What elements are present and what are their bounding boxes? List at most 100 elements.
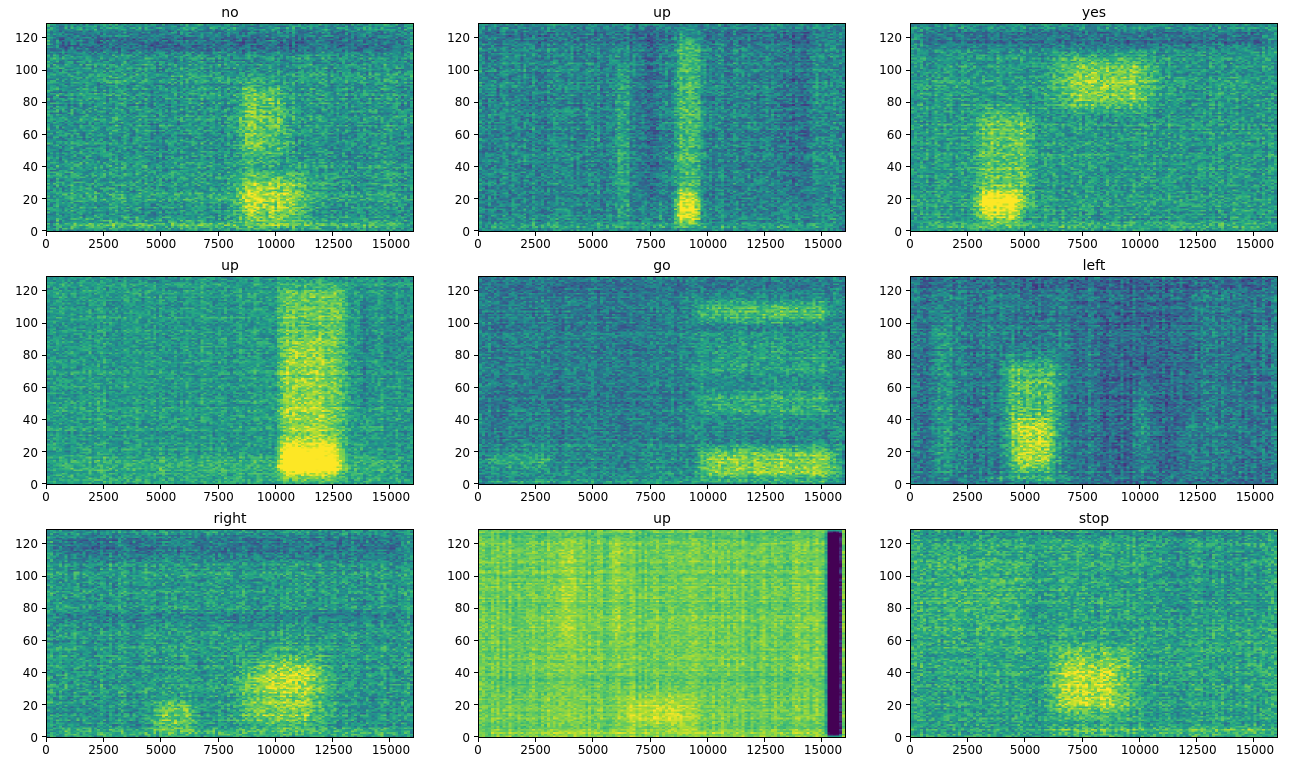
x-tick-label: 10000 [1120, 237, 1160, 251]
tick-mark [906, 671, 910, 673]
subplot-title: no [221, 5, 239, 21]
tick-mark [906, 736, 910, 737]
x-tick-label: 12500 [746, 237, 785, 251]
subplot: up 0 20 40 60 80 100 120 0 2500 5000 7500 10000 125… [0, 253, 432, 506]
tick-mark [331, 232, 333, 236]
tick-mark [217, 232, 219, 236]
y-tick-label: 20 [22, 192, 38, 207]
x-tick-label: 15000 [803, 490, 843, 504]
tick-mark [42, 290, 46, 292]
tick-mark [474, 69, 478, 71]
tick-mark [763, 738, 765, 742]
tick-mark [821, 232, 823, 236]
x-tick-label: 12500 [314, 743, 353, 757]
x-tick-label: 10000 [1120, 490, 1160, 504]
tick-mark [910, 232, 911, 236]
y-tick-label: 120 [15, 283, 38, 298]
tick-mark [160, 232, 162, 236]
x-axis: 0 2500 5000 7500 10000 12500 15000 [42, 485, 414, 506]
x-tick-label: 2500 [88, 743, 119, 757]
y-tick-label: 0 [30, 731, 38, 745]
x-tick-label: 2500 [952, 490, 983, 504]
y-tick-label: 100 [15, 568, 38, 583]
x-axis: 0 2500 5000 7500 10000 12500 15000 [906, 485, 1278, 506]
tick-mark [967, 232, 969, 236]
tick-mark [1138, 485, 1140, 489]
y-tick-label: 100 [15, 315, 38, 330]
y-tick-label: 80 [886, 601, 902, 616]
tick-mark [474, 230, 478, 231]
y-axis: 0 20 40 60 80 100 120 [864, 23, 910, 239]
tick-mark [706, 485, 708, 489]
x-tick-label: 10000 [256, 490, 296, 504]
tick-mark [42, 165, 46, 167]
x-tick-label: 5000 [1009, 743, 1041, 757]
x-axis: 0 2500 5000 7500 10000 12500 15000 [42, 232, 414, 253]
x-tick-label: 15000 [803, 743, 843, 757]
x-tick-label: 15000 [803, 237, 843, 251]
tick-mark [592, 738, 594, 742]
tick-mark [474, 450, 478, 452]
y-tick-label: 120 [447, 283, 470, 298]
subplot: up 0 20 40 60 80 100 120 0 2500 5000 7500 10000 125… [432, 0, 864, 253]
x-tick-label: 10000 [688, 490, 728, 504]
tick-mark [46, 485, 47, 489]
y-tick-label: 60 [886, 380, 902, 395]
tick-mark [906, 386, 910, 388]
y-tick-label: 0 [894, 225, 902, 239]
x-tick-label: 15000 [371, 237, 411, 251]
tick-mark [1253, 485, 1255, 489]
tick-mark [474, 703, 478, 705]
y-tick-label: 20 [886, 192, 902, 207]
x-tick-label: 7500 [203, 743, 234, 757]
tick-mark [1024, 232, 1026, 236]
y-tick-label: 0 [30, 225, 38, 239]
x-tick-label: 7500 [635, 743, 666, 757]
x-tick-label: 0 [906, 490, 914, 504]
tick-mark [649, 738, 651, 742]
y-tick-label: 60 [454, 380, 470, 395]
subplot: right 0 20 40 60 80 100 120 0 2500 5000 7500 10000… [0, 506, 432, 759]
tick-mark [906, 230, 910, 231]
spectrogram-canvas [911, 277, 1277, 484]
tick-mark [474, 418, 478, 420]
tick-mark [910, 738, 911, 742]
y-tick-label: 0 [462, 225, 470, 239]
subplot: stop 0 20 40 60 80 100 120 0 2500 5000 7500 10000 1… [864, 506, 1296, 759]
y-tick-label: 40 [454, 666, 470, 681]
subplot-title: up [221, 258, 239, 274]
y-tick-label: 100 [447, 315, 470, 330]
y-tick-label: 100 [879, 315, 902, 330]
y-tick-label: 20 [454, 192, 470, 207]
tick-mark [1081, 232, 1083, 236]
tick-mark [1024, 485, 1026, 489]
tick-mark [389, 738, 391, 742]
x-tick-label: 5000 [1009, 490, 1041, 504]
tick-mark [906, 197, 910, 199]
tick-mark [906, 418, 910, 420]
tick-mark [763, 232, 765, 236]
tick-mark [1253, 232, 1255, 236]
y-tick-label: 80 [886, 95, 902, 110]
tick-mark [331, 738, 333, 742]
y-tick-label: 40 [454, 160, 470, 175]
tick-mark [42, 483, 46, 484]
spectrogram-canvas [47, 24, 413, 231]
y-tick-label: 60 [22, 633, 38, 648]
x-tick-label: 12500 [746, 743, 785, 757]
x-tick-label: 12500 [746, 490, 785, 504]
x-tick-label: 7500 [203, 237, 234, 251]
tick-mark [42, 543, 46, 545]
subplot-title: left [1082, 258, 1106, 274]
tick-mark [967, 738, 969, 742]
x-tick-label: 0 [474, 237, 482, 251]
tick-mark [906, 607, 910, 609]
tick-mark [474, 639, 478, 641]
tick-mark [160, 738, 162, 742]
tick-mark [1081, 485, 1083, 489]
y-tick-label: 120 [879, 283, 902, 298]
tick-mark [706, 738, 708, 742]
x-axis: 0 2500 5000 7500 10000 12500 15000 [906, 738, 1278, 759]
x-tick-label: 7500 [1067, 237, 1098, 251]
